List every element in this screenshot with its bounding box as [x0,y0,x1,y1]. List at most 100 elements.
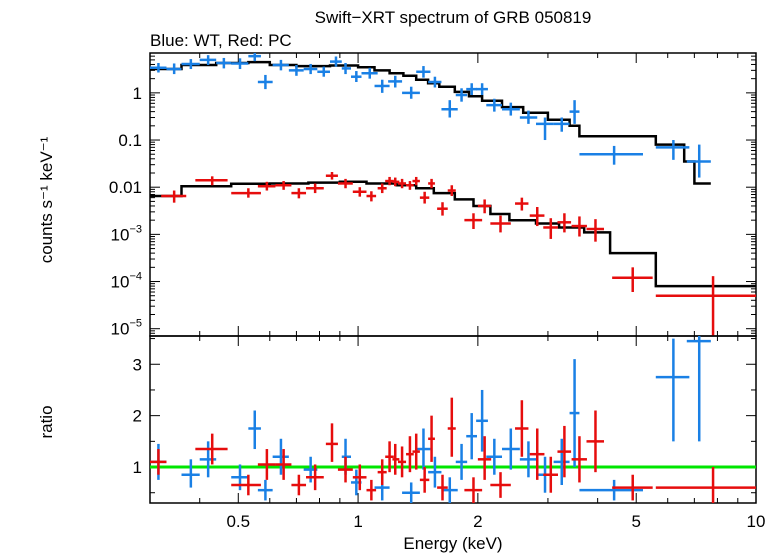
pc_ratio-point [447,397,456,457]
wt_data-point [257,74,273,90]
wt_model-line [150,60,711,185]
pc_data-point [325,171,338,180]
pc_data-point [275,181,292,190]
pc_data-point [385,176,394,186]
wt_data-point [553,117,570,132]
wt_ratio-point [441,477,458,503]
pc_ratio-point [515,400,529,457]
pc_data-point [257,181,276,191]
y-tick-label: 0.01 [109,178,142,197]
wt_ratio-point [486,438,503,475]
pc_data-point [406,181,414,190]
wt_data-point [486,98,503,112]
pc_ratio-point [306,464,324,491]
wt_ratio-point [248,410,261,450]
wt_data-point [428,76,442,88]
wt_ratio-point [272,438,289,475]
wt_data-point [476,83,488,96]
pc_ratio-point [275,449,292,480]
wt_ratio-point [502,428,520,470]
pc_ratio-point [406,436,414,473]
chart-title: Swift−XRT spectrum of GRB 050819 [315,8,592,27]
x-tick-label: 1 [353,512,362,531]
wt_data-point [569,100,580,124]
wt_ratio-point [569,359,580,468]
pc_ratio-point [477,436,492,480]
wt_data-point [317,66,330,77]
pc_data-point [490,215,511,233]
chart-subtitle: Blue: WT, Red: PC [150,31,292,50]
wt_data-point [248,53,261,62]
x-tick-label: 2 [473,512,482,531]
pc_data-point [161,190,187,203]
wt_ratio-point [686,336,711,442]
y-tick-label: 3 [133,355,142,374]
y-tick-label: 10−3 [111,223,142,244]
y-tick-label: 1 [133,458,142,477]
wt_ratio-point [402,482,420,503]
y-tick-label: 10−4 [111,271,142,292]
pc_ratio-point [571,436,587,483]
pc_ratio-point [366,479,377,501]
wt_data-point [181,59,200,70]
pc_data-point [515,197,529,211]
pc_ratio-point [655,467,756,503]
pc_data-point [366,191,377,202]
wt_data-point [579,145,643,165]
wt_data-point [416,66,431,78]
pc_ratio-point [337,456,353,483]
wt_data-point [361,67,378,79]
pc_data-point [377,183,387,194]
pc_ratio-point [490,472,511,498]
x-tick-label: 0.5 [226,512,250,531]
wt_ratio-point [199,441,217,478]
pc_data-point [306,183,324,194]
wt_data-point [341,62,352,75]
pc_ratio-point [464,477,483,503]
wt_data-point [288,64,304,76]
wt_data-point [388,75,403,88]
wt_data-point [536,117,554,141]
pc_data-point [543,218,559,239]
y-tick-label: 10−5 [111,318,142,339]
pc_ratio-point [529,428,545,480]
wt_data-point [374,79,390,93]
pc_data-point [419,191,430,204]
pc_ratio-point [231,474,261,496]
pc_ratio-point [325,423,338,462]
pc_data-point [428,178,435,189]
x-tick-label: 10 [747,512,766,531]
upper-y-axis-label: counts s⁻¹ keV⁻¹ [37,136,56,263]
wt_data-point [329,56,342,67]
wt_data-point [199,55,217,65]
pc_ratio-point [392,443,400,475]
pc_ratio-point [150,449,167,475]
pc_ratio-point [352,464,367,491]
wt_data-point [150,62,167,73]
pc_data-point [352,187,367,197]
wt_data-point [166,63,182,75]
pc_ratio-point [398,446,407,478]
wt_data-point [686,144,711,178]
pc_data-point [447,185,456,197]
pc_ratio-point [586,410,605,473]
pc_data-point [655,276,756,336]
pc_ratio-point [437,474,448,501]
pc_data-point [586,219,605,242]
wt_data-point [216,57,232,69]
wt_ratio-point [553,438,570,486]
pc_data-point [231,188,261,198]
y-tick-label: 0.1 [118,131,142,150]
pc_ratio-point [428,415,435,462]
wt_data-point [441,100,458,118]
pc_ratio-point [195,433,228,465]
x-axis-label: Energy (keV) [403,534,502,553]
pc_model-line [150,180,756,288]
wt_ratio-point [466,413,477,460]
wt_ratio-point [455,443,468,480]
wt_data-point [466,83,477,96]
pc_ratio-point [385,441,394,473]
pc_ratio-point [377,459,387,486]
pc_data-point [392,177,400,187]
